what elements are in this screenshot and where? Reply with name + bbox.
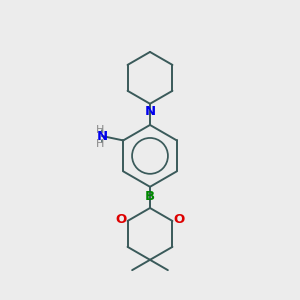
Text: N: N xyxy=(97,130,108,142)
Text: H: H xyxy=(96,124,105,134)
Text: H: H xyxy=(96,139,105,149)
Text: O: O xyxy=(173,213,184,226)
Text: O: O xyxy=(116,213,127,226)
Text: B: B xyxy=(145,190,155,203)
Text: N: N xyxy=(144,105,156,118)
